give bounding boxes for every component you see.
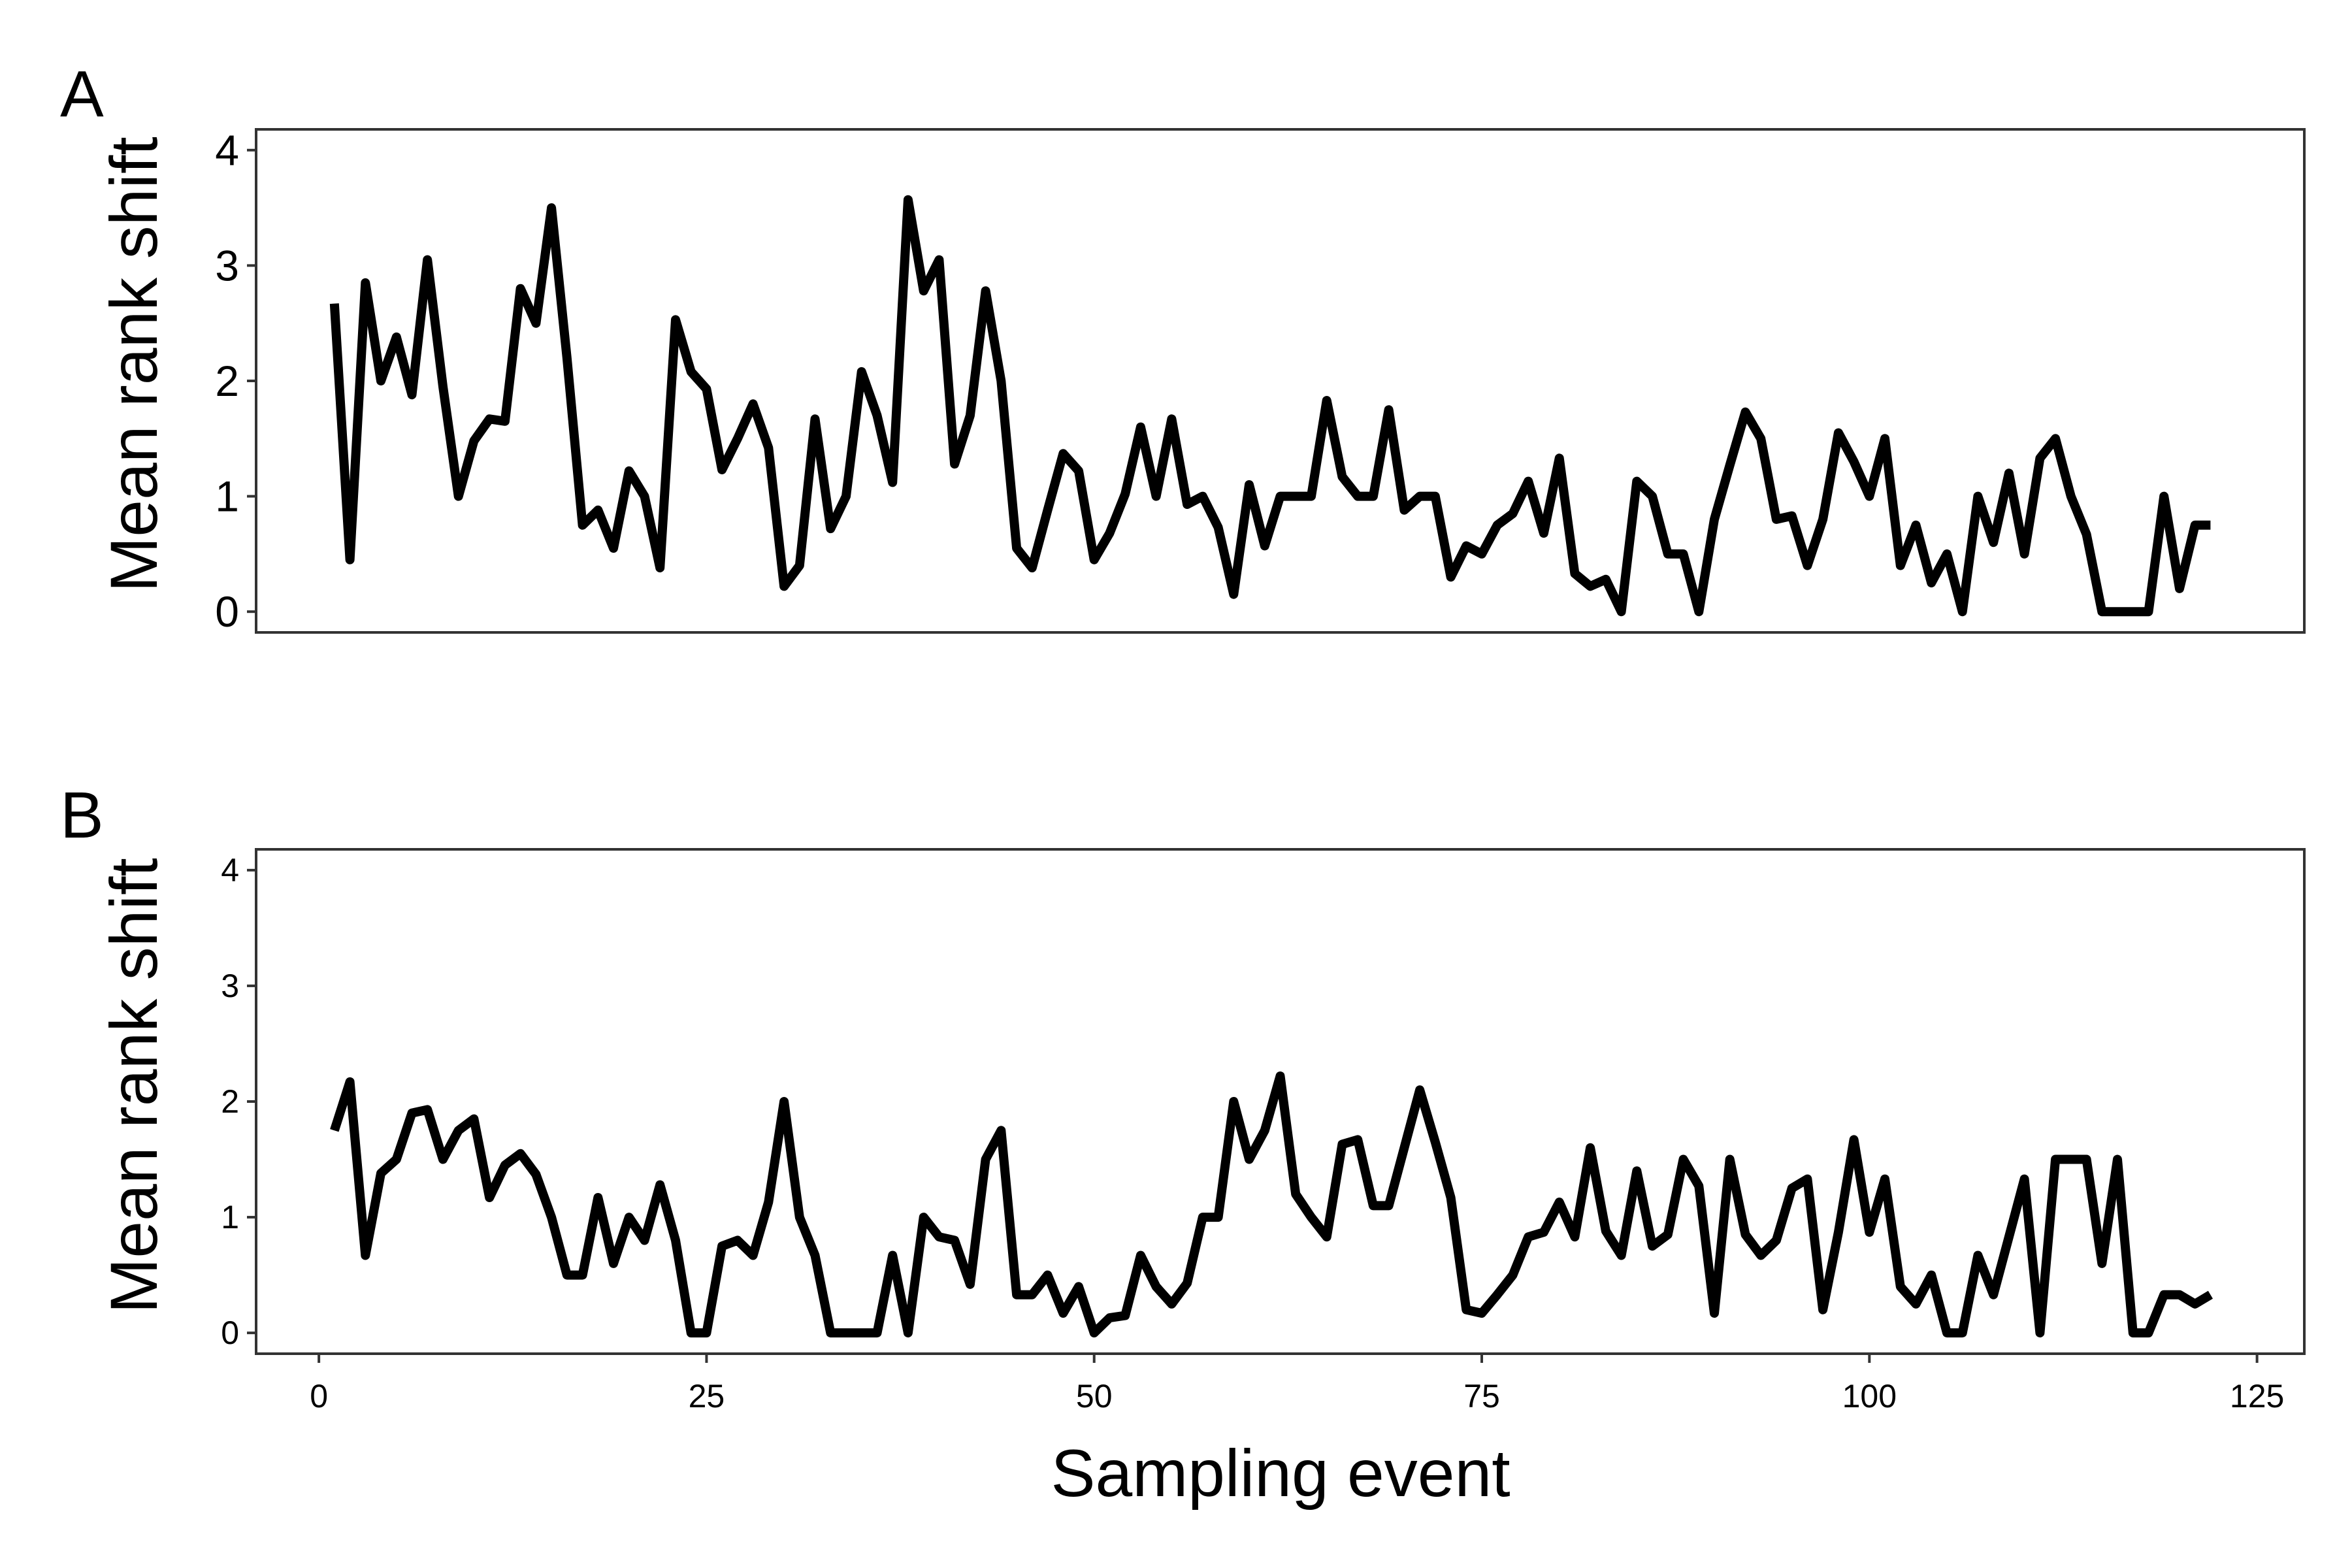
y-tick-label: 4 bbox=[215, 126, 239, 174]
panel-a: A Mean rank shift 0 1 2 3 4 bbox=[60, 57, 2306, 636]
x-ticks-b: 0 25 50 75 100 125 bbox=[310, 1354, 2284, 1414]
x-tick-label: 25 bbox=[689, 1378, 725, 1414]
x-tick-label: 125 bbox=[2230, 1378, 2284, 1414]
y-tick-label: 0 bbox=[221, 1315, 239, 1351]
y-tick-label: 3 bbox=[221, 968, 239, 1004]
y-tick-label: 2 bbox=[215, 357, 239, 405]
y-tick-label: 1 bbox=[215, 472, 239, 521]
y-ticks-b: 0 1 2 3 4 bbox=[221, 852, 256, 1351]
y-tick-label: 3 bbox=[215, 241, 239, 289]
panel-b: B Mean rank shift 0 1 2 3 4 0 25 50 75 100 125 bbox=[60, 779, 2306, 1414]
panel-border-b bbox=[255, 848, 2306, 1355]
y-tick-label: 4 bbox=[221, 852, 239, 889]
x-tick-label: 50 bbox=[1076, 1378, 1113, 1414]
y-tick-label: 1 bbox=[221, 1199, 239, 1235]
series-line-b bbox=[330, 1071, 2213, 1338]
panel-label-a: A bbox=[60, 57, 104, 131]
x-tick-label: 0 bbox=[310, 1378, 328, 1414]
y-tick-label: 2 bbox=[221, 1083, 239, 1120]
series-line-a bbox=[329, 195, 2211, 617]
panel-border-a bbox=[255, 128, 2306, 634]
y-tick-label: 0 bbox=[215, 587, 239, 636]
x-axis-label: Sampling event bbox=[1051, 1436, 1510, 1511]
x-tick-label: 100 bbox=[1842, 1378, 1897, 1414]
y-axis-label-a: Mean rank shift bbox=[97, 137, 171, 592]
y-axis-label-b: Mean rank shift bbox=[97, 858, 171, 1313]
panel-label-b: B bbox=[60, 779, 104, 852]
x-tick-label: 75 bbox=[1463, 1378, 1500, 1414]
y-ticks-a: 0 1 2 3 4 bbox=[215, 126, 256, 636]
